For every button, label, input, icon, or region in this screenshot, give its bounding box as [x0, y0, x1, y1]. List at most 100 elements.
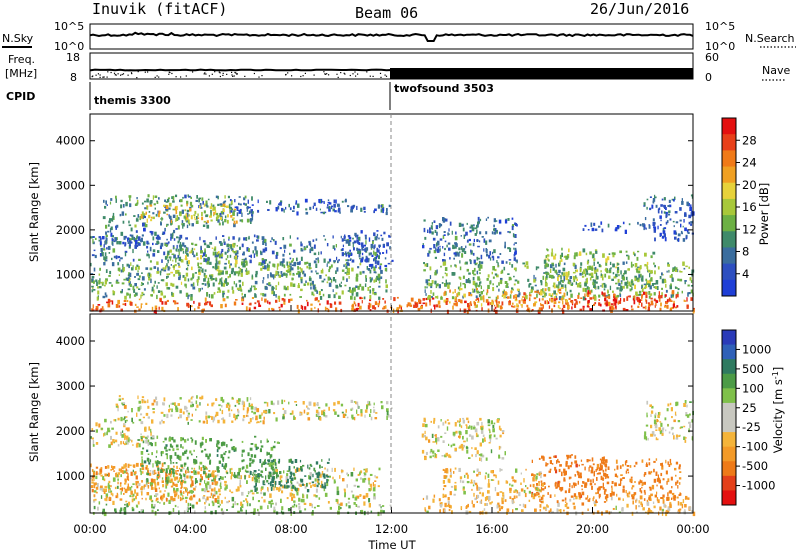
heatmap-cell: [168, 404, 170, 408]
heatmap-cell: [480, 254, 483, 260]
heatmap-cell: [293, 477, 297, 480]
heatmap-cell: [241, 243, 244, 248]
heatmap-cell: [267, 209, 270, 211]
heatmap-cell: [540, 280, 543, 283]
heatmap-cell: [551, 264, 555, 267]
heatmap-cell: [667, 506, 671, 511]
heatmap-cell: [351, 305, 354, 307]
heatmap-cell: [176, 448, 179, 451]
heatmap-cell: [367, 400, 369, 404]
heatmap-cell: [466, 268, 469, 272]
heatmap-cell: [185, 237, 188, 240]
heatmap-cell: [558, 281, 560, 286]
heatmap-cell: [381, 405, 384, 410]
nave-dot: [158, 76, 160, 78]
heatmap-cell: [156, 450, 158, 454]
heatmap-cell: [172, 300, 175, 303]
heatmap-cell: [480, 303, 483, 307]
heatmap-cell: [171, 408, 173, 413]
heatmap-cell: [310, 282, 312, 286]
heatmap-cell: [617, 278, 620, 283]
heatmap-cell: [668, 210, 671, 213]
heatmap-cell: [588, 273, 591, 276]
heatmap-cell: [171, 220, 173, 225]
heatmap-cell: [458, 446, 461, 449]
heatmap-cell: [486, 289, 489, 294]
heatmap-cell: [95, 491, 98, 494]
heatmap-cell: [664, 280, 667, 284]
heatmap-cell: [145, 302, 148, 305]
heatmap-cell: [359, 494, 361, 497]
heatmap-cell: [91, 275, 95, 279]
heatmap-cell: [582, 287, 585, 292]
heatmap-cell: [431, 433, 434, 438]
heatmap-cell: [108, 220, 111, 224]
heatmap-cell: [556, 508, 559, 513]
heatmap-cell: [93, 484, 96, 489]
heatmap-cell: [435, 247, 437, 252]
heatmap-cell: [479, 442, 482, 447]
heatmap-cell: [143, 213, 146, 217]
heatmap-cell: [273, 471, 276, 474]
heatmap-cell: [513, 235, 516, 238]
heatmap-cell: [444, 432, 447, 434]
heatmap-cell: [354, 497, 358, 501]
nave-dot: [99, 74, 101, 76]
heatmap-cell: [460, 443, 464, 449]
heatmap-cell: [303, 502, 307, 505]
heatmap-cell: [182, 446, 184, 449]
heatmap-cell: [376, 275, 379, 281]
heatmap-cell: [321, 466, 323, 468]
heatmap-cell: [141, 459, 143, 464]
heatmap-cell: [431, 222, 433, 225]
heatmap-cell: [626, 280, 629, 285]
heatmap-cell: [141, 294, 144, 297]
heatmap-cell: [207, 476, 210, 480]
heatmap-cell: [175, 209, 178, 215]
heatmap-cell: [425, 451, 428, 455]
heatmap-cell: [228, 238, 230, 241]
heatmap-cell: [622, 221, 625, 225]
heatmap-cell: [289, 207, 292, 211]
heatmap-cell: [352, 237, 354, 240]
nave-dot: [343, 72, 345, 74]
heatmap-cell: [453, 257, 455, 260]
heatmap-cell: [290, 486, 293, 489]
cpid-segment-2: twofsound 3503: [394, 82, 494, 95]
heatmap-cell: [495, 437, 498, 440]
heatmap-cell: [461, 223, 464, 227]
heatmap-cell: [102, 236, 105, 240]
heatmap-cell: [350, 408, 353, 411]
heatmap-cell: [242, 418, 245, 422]
heatmap-cell: [430, 290, 432, 294]
heatmap-cell: [335, 270, 337, 274]
heatmap-cell: [485, 240, 488, 245]
heatmap-cell: [624, 270, 627, 275]
heatmap-cell: [477, 257, 480, 260]
heatmap-cell: [155, 213, 158, 217]
heatmap-cell: [193, 467, 196, 470]
heatmap-cell: [205, 200, 208, 205]
heatmap-cell: [373, 266, 376, 271]
heatmap-cell: [424, 509, 427, 512]
heatmap-cell: [151, 470, 155, 475]
heatmap-cell: [350, 209, 353, 213]
heatmap-cell: [620, 297, 622, 301]
heatmap-cell: [216, 440, 220, 445]
heatmap-cell: [247, 289, 251, 293]
heatmap-cell: [661, 235, 665, 239]
heatmap-cell: [213, 206, 216, 211]
heatmap-cell: [325, 403, 328, 407]
heatmap-cell: [377, 485, 380, 488]
heatmap-cell: [198, 197, 201, 200]
heatmap-cell: [97, 304, 101, 306]
heatmap-cell: [186, 302, 189, 307]
heatmap-cell: [653, 226, 656, 229]
heatmap-cell: [95, 422, 98, 427]
heatmap-cell: [138, 258, 141, 261]
heatmap-cell: [558, 296, 562, 301]
heatmap-cell: [614, 228, 618, 232]
heatmap-cell: [173, 476, 177, 481]
heatmap-cell: [300, 278, 303, 282]
